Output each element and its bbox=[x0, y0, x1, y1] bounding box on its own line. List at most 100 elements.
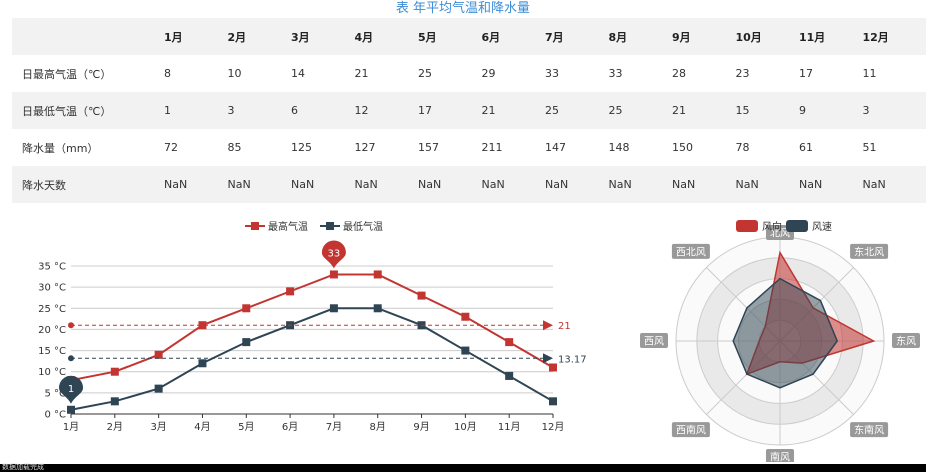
table-cell: NaN bbox=[481, 178, 505, 191]
page-title: 表 年平均气温和降水量 bbox=[395, 1, 531, 16]
data-point[interactable] bbox=[505, 338, 514, 347]
x-tick-label: 9月 bbox=[413, 421, 429, 433]
max-min-pin[interactable] bbox=[59, 375, 83, 404]
max-min-pin[interactable] bbox=[321, 240, 346, 269]
radar-indicator-label: 东南风 bbox=[854, 424, 884, 437]
data-point[interactable] bbox=[67, 405, 75, 414]
table-cell: NaN bbox=[799, 178, 823, 191]
average-line-arrow bbox=[543, 353, 553, 364]
average-line-start bbox=[68, 322, 74, 329]
legend-label[interactable]: 最低气温 bbox=[343, 220, 383, 233]
x-tick-label: 4月 bbox=[194, 421, 210, 433]
legend-marker[interactable] bbox=[251, 222, 259, 230]
table-cell: 17 bbox=[418, 104, 432, 117]
y-tick-label: 30 °C bbox=[38, 283, 66, 294]
y-tick-label: 20 °C bbox=[38, 325, 66, 336]
average-line-start bbox=[68, 355, 74, 362]
radar-indicator-label: 西南风 bbox=[676, 424, 706, 437]
radar-indicator-label: 西北风 bbox=[676, 246, 706, 258]
table-cell: 3 bbox=[227, 104, 235, 117]
data-point[interactable] bbox=[549, 363, 557, 372]
x-tick-label: 11月 bbox=[498, 421, 521, 433]
radar-legend-label[interactable]: 风向 bbox=[762, 220, 782, 233]
legend-label[interactable]: 最高气温 bbox=[268, 220, 308, 233]
data-point[interactable] bbox=[373, 304, 382, 313]
data-point[interactable] bbox=[242, 338, 251, 347]
data-point[interactable] bbox=[110, 367, 119, 376]
table-cell: 25 bbox=[608, 104, 623, 117]
table-cell: 1 bbox=[164, 104, 171, 117]
data-point[interactable] bbox=[198, 321, 207, 330]
table-header-cell: 1月 bbox=[164, 30, 183, 44]
radar-indicator-box bbox=[766, 449, 794, 462]
table-cell: 72 bbox=[164, 141, 178, 154]
table-header-cell: 3月 bbox=[291, 30, 310, 44]
data-point[interactable] bbox=[329, 304, 338, 313]
table-cell: 85 bbox=[227, 141, 242, 154]
data-point[interactable] bbox=[549, 397, 557, 406]
data-point[interactable] bbox=[110, 397, 119, 406]
radar-indicator-box bbox=[671, 243, 710, 259]
table-cell: 125 bbox=[291, 141, 312, 154]
table-cell: 9 bbox=[799, 104, 806, 117]
table-cell: 127 bbox=[354, 141, 376, 154]
radar-indicator-box bbox=[850, 422, 889, 438]
table-header-cell: 12月 bbox=[862, 30, 889, 44]
table-cell: NaN bbox=[418, 178, 442, 191]
table-cell: 14 bbox=[291, 67, 305, 80]
charts-canvas: 最高气温 最低气温 0 °C 5 °C 10 °C 15 °C 20 °C 25 °C 30 °… bbox=[38, 220, 920, 463]
table-cell: 3 bbox=[862, 104, 870, 117]
data-point[interactable] bbox=[154, 350, 163, 359]
table-header-cell: 9月 bbox=[672, 30, 691, 44]
legend-marker[interactable] bbox=[326, 222, 334, 230]
y-tick-label: 35 °C bbox=[38, 262, 66, 273]
table-row-label: 降水天数 bbox=[22, 178, 66, 192]
x-tick-label: 8月 bbox=[370, 421, 386, 433]
data-point[interactable] bbox=[417, 291, 426, 300]
table-header-cell: 11月 bbox=[799, 30, 826, 44]
table-cell: 33 bbox=[545, 67, 559, 80]
table-cell: NaN bbox=[608, 178, 632, 191]
radar-legend-label[interactable]: 风速 bbox=[812, 221, 832, 233]
table-header-cell: 8月 bbox=[608, 30, 628, 44]
table-cell: NaN bbox=[862, 178, 886, 191]
table-cell: NaN bbox=[545, 178, 569, 191]
x-tick-label: 5月 bbox=[238, 421, 254, 433]
data-point[interactable] bbox=[154, 384, 163, 393]
table-row: 降水量（mm） 72 85 125 127 157 211 147 148 150 78 61 51 bbox=[12, 129, 926, 166]
data-point[interactable] bbox=[198, 359, 207, 368]
table-header-cell: 7月 bbox=[545, 30, 564, 44]
radar-indicator-box bbox=[892, 333, 920, 348]
table-cell: NaN bbox=[672, 178, 696, 191]
table-cell: 23 bbox=[735, 67, 750, 80]
data-point[interactable] bbox=[505, 371, 514, 380]
average-line-label: 21 bbox=[558, 321, 571, 332]
data-point[interactable] bbox=[461, 312, 470, 321]
table-row-label: 日最高气温（℃） bbox=[22, 67, 112, 81]
data-point[interactable] bbox=[286, 287, 295, 296]
radar-indicator-box bbox=[850, 243, 889, 259]
temperature-line-chart: 最高气温 最低气温 0 °C 5 °C 10 °C 15 °C 20 °C 25 °C 30 °… bbox=[38, 220, 587, 433]
table-header-cell: 5月 bbox=[418, 30, 437, 44]
data-point[interactable] bbox=[373, 270, 382, 279]
data-point[interactable] bbox=[461, 346, 470, 355]
x-tick-label: 6月 bbox=[282, 421, 298, 433]
radar-series-area[interactable] bbox=[732, 277, 839, 389]
radar-legend-swatch[interactable] bbox=[786, 220, 808, 232]
table-cell: 29 bbox=[481, 67, 496, 80]
y-tick-label: 0 °C bbox=[44, 410, 66, 421]
data-point[interactable] bbox=[242, 304, 251, 313]
table-cell: 21 bbox=[672, 104, 686, 117]
table-cell: NaN bbox=[164, 178, 188, 191]
status-bar bbox=[0, 464, 926, 472]
status-text: 数据加载完成 bbox=[2, 463, 44, 471]
radar-legend-swatch[interactable] bbox=[736, 220, 758, 232]
table-cell: 21 bbox=[481, 104, 496, 117]
x-tick-label: 2月 bbox=[107, 421, 123, 433]
data-point[interactable] bbox=[329, 270, 338, 279]
table-cell: 12 bbox=[354, 104, 369, 117]
table-row: 降水天数 NaN NaN NaN NaN NaN NaN NaN NaN NaN NaN NaN NaN bbox=[12, 166, 926, 203]
radar-indicator-label: 南风 bbox=[770, 451, 790, 463]
table-header-cell: 10月 bbox=[735, 30, 762, 44]
average-line-arrow bbox=[543, 320, 553, 331]
